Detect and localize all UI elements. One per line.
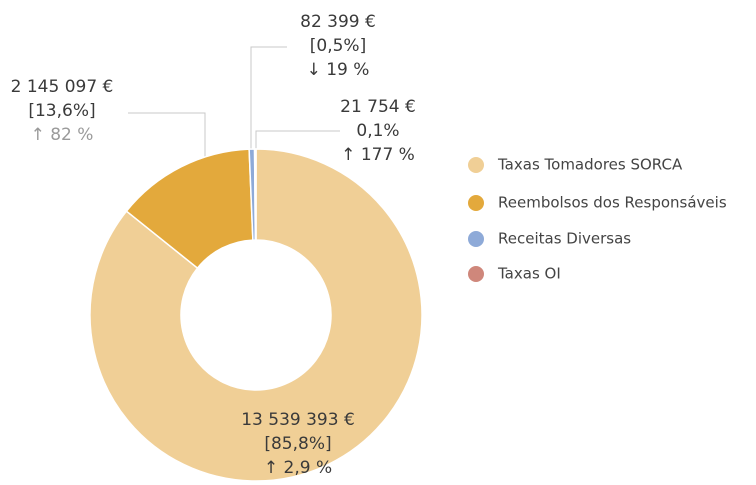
slice: [89, 148, 423, 482]
legend-label: Receitas Diversas: [498, 230, 631, 248]
legend-swatch: [468, 157, 484, 173]
share-label: [13,6%]: [28, 101, 95, 121]
change-label: ↑ 2,9 %: [264, 458, 332, 478]
change-label: ↑ 177 %: [341, 145, 415, 165]
legend-label: Taxas OI: [497, 265, 561, 283]
legend-swatch: [468, 266, 484, 282]
change-label: ↑ 82 %: [31, 125, 94, 145]
change-label: ↓ 19 %: [307, 60, 370, 80]
share-label: 0,1%: [356, 121, 399, 141]
value-label: 82 399 €: [300, 12, 376, 32]
legend-label: Taxas Tomadores SORCA: [497, 156, 683, 174]
legend-label: Reembolsos dos Responsáveis: [498, 194, 727, 212]
legend-swatch: [468, 195, 484, 211]
leader-line: [250, 46, 287, 157]
share-label: [0,5%]: [310, 36, 366, 56]
legend-swatch: [468, 231, 484, 247]
slice: [253, 148, 257, 241]
value-label: 21 754 €: [340, 97, 416, 117]
share-label: [85,8%]: [264, 434, 331, 454]
leader-line: [128, 112, 206, 165]
value-label: 13 539 393 €: [241, 410, 355, 430]
value-label: 2 145 097 €: [11, 77, 114, 97]
slice: [125, 148, 254, 270]
